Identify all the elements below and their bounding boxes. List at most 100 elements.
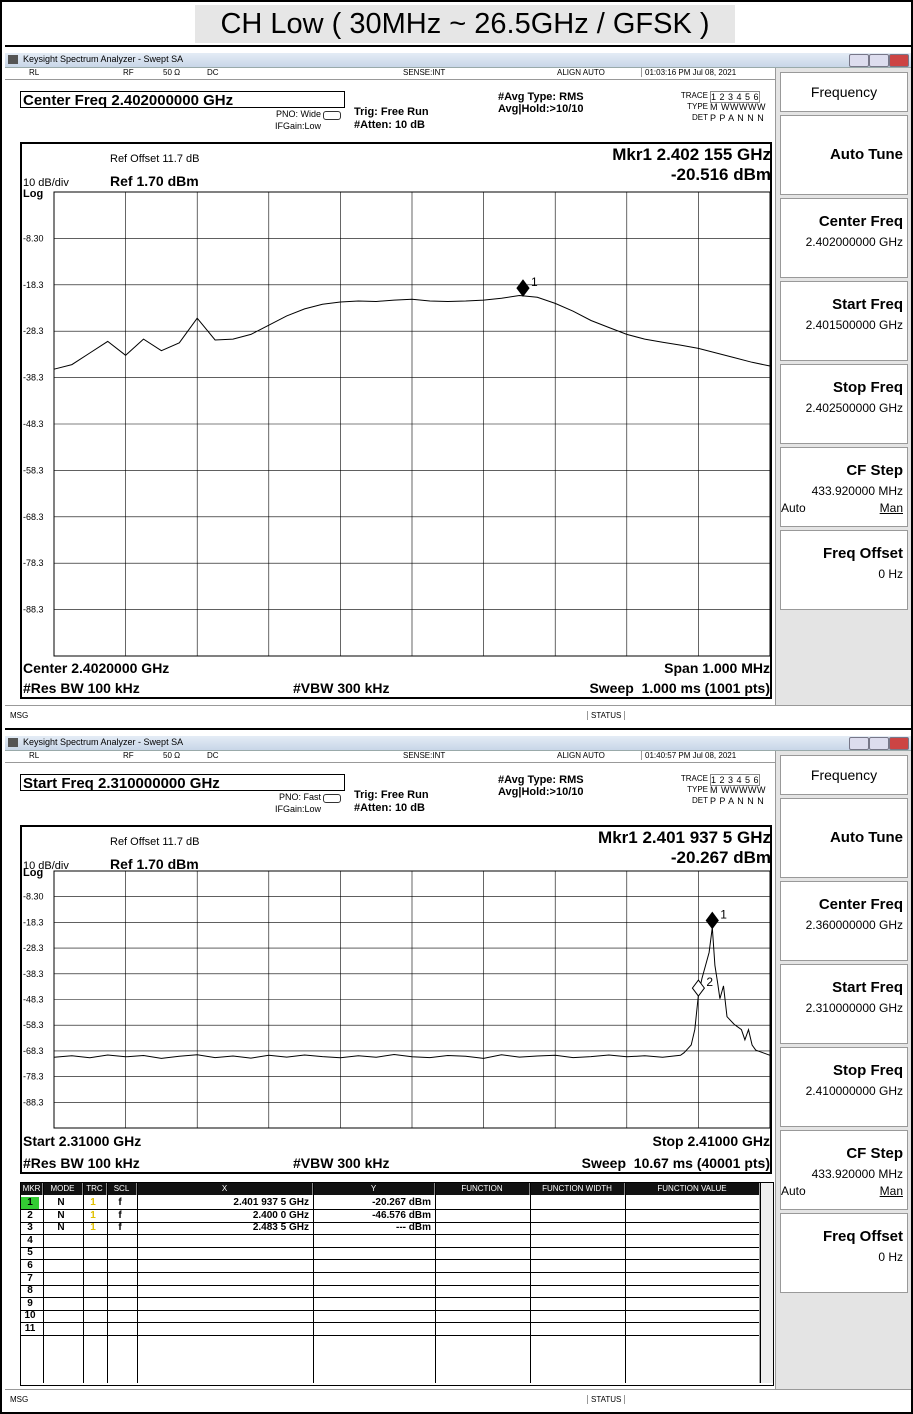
softkey-value: 2.410000000 GHz: [805, 1084, 903, 1098]
softkey-label: Stop Freq: [833, 379, 903, 396]
marker-readout: Mkr1 2.401 937 5 GHz: [598, 828, 771, 847]
softkey-label: Start Freq: [832, 296, 903, 313]
softkey[interactable]: CF Step 433.920000 MHz Auto Man: [780, 1130, 908, 1210]
status-time: 01:03:16 PM Jul 08, 2021: [641, 68, 736, 77]
table-header-cell: FUNCTION VALUE: [625, 1183, 760, 1195]
status-sense: SENSE:INT: [403, 751, 446, 760]
table-row-line: [21, 1234, 759, 1236]
msg-label: MSG: [10, 711, 29, 720]
softkey[interactable]: Auto Tune: [780, 115, 908, 195]
y-tick-label: -48.3: [23, 995, 44, 1005]
softkey-label: Center Freq: [818, 896, 903, 913]
log-label: Log: [23, 188, 44, 200]
table-cell: 11: [24, 1323, 36, 1334]
softkey-option[interactable]: Auto: [781, 501, 806, 515]
attenuation: #Atten: 10 dB: [354, 119, 425, 131]
y-tick-label: -68.3: [23, 512, 44, 522]
det-state: P P A N N N: [710, 796, 765, 806]
softkey[interactable]: Center Freq 2.360000000 GHz: [780, 881, 908, 961]
softkey-option[interactable]: Man: [879, 501, 903, 515]
table-cell: 1: [90, 1197, 96, 1208]
maximize-button[interactable]: [869, 54, 889, 67]
table-cell: 9: [27, 1297, 33, 1309]
table-row-line: [21, 1272, 759, 1273]
softkey-label: Stop Freq: [833, 1062, 903, 1079]
minimize-button[interactable]: [849, 54, 869, 67]
ref-offset: Ref Offset 11.7 dB: [110, 836, 200, 848]
y-tick-label: -88.3: [23, 605, 44, 615]
softkey-option[interactable]: Auto: [781, 1184, 806, 1198]
trigger: Trig: Free Run: [354, 789, 429, 801]
det-label: DET: [692, 113, 708, 122]
footer-vbw: #VBW 300 kHz: [293, 680, 390, 696]
table-cell: 1: [90, 1209, 96, 1221]
footer-stop: Span 1.000 MHz: [664, 660, 770, 676]
y-tick-label: -58.3: [23, 1020, 44, 1030]
softkey[interactable]: Start Freq 2.310000000 GHz: [780, 964, 908, 1044]
softkey[interactable]: Start Freq 2.401500000 GHz: [780, 281, 908, 361]
softkey-panel: Frequency Auto Tune Center Freq 2.402000000…: [775, 68, 911, 705]
graph-frame: [20, 825, 772, 1174]
scrollbar[interactable]: [759, 1183, 773, 1383]
pno: PNO: Fast: [278, 792, 321, 802]
table-cell: N: [57, 1222, 65, 1234]
window-title: Keysight Spectrum Analyzer - Swept SA: [23, 54, 184, 64]
column-line: [83, 1183, 84, 1383]
softkey[interactable]: Freq Offset 0 Hz: [780, 1213, 908, 1293]
scale: 10 dB/div: [23, 177, 69, 189]
table-cell: 2.401 937 5 GHz: [233, 1197, 309, 1208]
marker-readout: Mkr1 2.402 155 GHz: [612, 145, 771, 164]
table-row-line: [21, 1322, 759, 1324]
status-impedance: 50 Ω: [163, 751, 181, 760]
avg-hold: Avg|Hold:>10/10: [498, 786, 584, 798]
column-line: [137, 1183, 138, 1383]
softkey[interactable]: Center Freq 2.402000000 GHz: [780, 198, 908, 278]
softkey-option[interactable]: Man: [879, 1184, 903, 1198]
softkey-value: 2.401500000 GHz: [805, 318, 903, 332]
ref-level: Ref 1.70 dBm: [110, 173, 199, 189]
softkey[interactable]: Stop Freq 2.410000000 GHz: [780, 1047, 908, 1127]
softkey-value: 2.402500000 GHz: [805, 401, 903, 415]
minimize-button[interactable]: [849, 737, 869, 750]
close-button[interactable]: [889, 54, 909, 67]
softkey[interactable]: Freq Offset 0 Hz: [780, 530, 908, 610]
footer-rbw: #Res BW 100 kHz: [23, 680, 140, 696]
table-header-cell: MKR: [21, 1183, 43, 1195]
window-title: Keysight Spectrum Analyzer - Swept SA: [23, 737, 184, 747]
status-label: STATUS: [587, 1395, 626, 1404]
msg-label: MSG: [10, 1395, 29, 1404]
softkey[interactable]: Stop Freq 2.402500000 GHz: [780, 364, 908, 444]
table-cell: 10: [24, 1310, 36, 1322]
softkey-value: 433.920000 MHz: [811, 484, 903, 498]
pno-toggle[interactable]: [323, 111, 341, 120]
column-line: [530, 1183, 531, 1383]
status-row: RL RF 50 Ω DC SENSE:INT ALIGN AUTO 01:40:57 PM…: [5, 751, 778, 763]
footer-sweep: Sweep 1.000 ms (1001 pts): [589, 680, 770, 696]
softkey-value: 2.310000000 GHz: [805, 1001, 903, 1015]
scale: 10 dB/div: [23, 860, 69, 872]
table-cell: 5: [27, 1247, 33, 1259]
marker-value: -20.267 dBm: [670, 848, 771, 867]
table-header-cell: FUNCTION: [435, 1183, 530, 1195]
trace-label: TRACE: [680, 91, 708, 100]
softkey-label: Center Freq: [818, 213, 903, 230]
softkey[interactable]: CF Step 433.920000 MHz Auto Man: [780, 447, 908, 527]
footer-sweep: Sweep 10.67 ms (40001 pts): [581, 1155, 770, 1171]
table-cell: 1: [21, 1197, 39, 1209]
close-button[interactable]: [889, 737, 909, 750]
status-rf: RF: [123, 751, 134, 760]
table-header-cell: Y: [313, 1183, 435, 1195]
pno-toggle[interactable]: [323, 794, 341, 803]
status-rl: RL: [29, 68, 40, 77]
maximize-button[interactable]: [869, 737, 889, 750]
table-header-cell: MODE: [43, 1183, 83, 1195]
trace-line: [53, 927, 771, 1059]
softkey[interactable]: Auto Tune: [780, 798, 908, 878]
softkey-value: 2.360000000 GHz: [805, 918, 903, 932]
table-row-line: [21, 1221, 759, 1223]
trace-state: 1 2 3 4 5 6: [710, 774, 761, 786]
y-tick-label: -48.3: [23, 419, 44, 429]
footer-start: Start 2.31000 GHz: [23, 1133, 142, 1149]
softkey-value: 2.402000000 GHz: [805, 235, 903, 249]
title-bar: Keysight Spectrum Analyzer - Swept SA: [5, 53, 911, 68]
